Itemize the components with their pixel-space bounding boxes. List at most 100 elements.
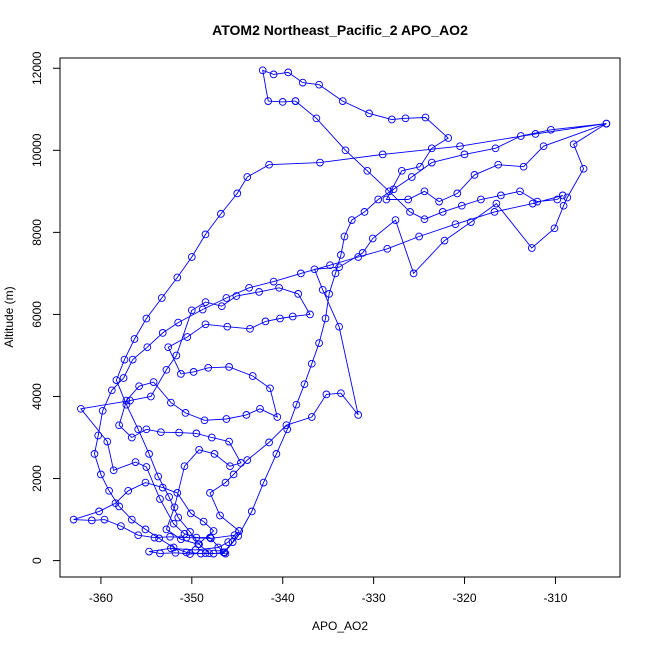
- data-point-3-24: [269, 277, 278, 286]
- data-point-1-40: [207, 433, 216, 442]
- data-point-3-35: [94, 431, 103, 440]
- data-point-3-28: [174, 318, 183, 327]
- data-point-3-16: [528, 199, 537, 208]
- data-point-1-79: [172, 351, 181, 360]
- data-point-2-53: [258, 66, 267, 75]
- data-point-1-17: [117, 522, 125, 530]
- data-point-3-22: [326, 261, 334, 270]
- data-point-3-17: [490, 208, 499, 216]
- data-point-1-18: [100, 515, 109, 524]
- data-point-4-10: [315, 339, 323, 347]
- data-point-1-27: [187, 509, 195, 518]
- data-point-1-19: [87, 516, 96, 525]
- data-point-2-19: [391, 216, 400, 224]
- data-point-4-19: [389, 185, 398, 194]
- data-point-2-9: [307, 413, 316, 421]
- data-point-2-41: [416, 162, 424, 171]
- data-point-1-78: [187, 306, 196, 315]
- x-tick-label: -360: [89, 591, 113, 605]
- data-point-1-48: [135, 382, 143, 391]
- data-point-4-50: [195, 540, 203, 549]
- data-point-4-37: [173, 273, 182, 282]
- series-line-2: [209, 69, 607, 532]
- data-point-1-31: [177, 535, 185, 544]
- data-point-4-42: [112, 376, 121, 384]
- data-point-1-49: [149, 378, 158, 386]
- data-point-3-9: [457, 201, 466, 210]
- x-axis: -360 -350 -340 -330 -320 -310: [89, 576, 568, 605]
- y-axis-label: Altitude (m): [2, 286, 16, 347]
- data-point-1-33: [170, 503, 179, 512]
- x-tick-label: -330: [362, 591, 386, 605]
- data-point-4-6: [283, 425, 292, 434]
- data-point-4-16: [347, 216, 356, 224]
- data-point-4-47: [165, 493, 173, 501]
- data-point-1-36: [210, 450, 219, 458]
- data-point-3-13: [533, 197, 542, 206]
- data-point-1-50: [167, 398, 175, 407]
- data-point-2-22: [467, 218, 475, 226]
- series-line-3: [94, 100, 563, 555]
- data-point-1-43: [157, 428, 165, 437]
- data-point-1-85: [109, 466, 118, 475]
- data-point-1-52: [200, 416, 209, 425]
- x-tick-label: -320: [453, 591, 477, 605]
- data-point-4-33: [233, 189, 242, 198]
- data-point-4-43: [122, 400, 131, 409]
- data-point-1-83: [77, 404, 85, 413]
- data-point-4-14: [337, 251, 345, 259]
- data-point-4-22: [460, 150, 469, 159]
- data-point-1-81: [147, 392, 155, 401]
- data-point-3-4: [363, 166, 372, 175]
- data-point-1-56: [273, 413, 282, 421]
- data-point-4-7: [292, 400, 301, 409]
- data-point-2-10: [322, 390, 331, 399]
- data-point-2-39: [382, 195, 391, 204]
- data-point-2-7: [265, 438, 273, 447]
- data-point-1-58: [248, 372, 257, 380]
- data-point-3-32: [119, 374, 128, 382]
- data-point-3-39: [115, 502, 123, 511]
- data-point-1-59: [225, 363, 233, 371]
- data-point-1-39: [225, 437, 233, 446]
- data-point-1-67: [246, 324, 254, 333]
- y-tick-label: 0: [30, 557, 44, 564]
- x-tick-label: -350: [180, 591, 204, 605]
- data-point-4-2: [234, 532, 243, 540]
- data-point-1-2: [201, 549, 210, 558]
- data-point-1-4: [171, 548, 180, 557]
- data-point-1-62: [177, 370, 185, 378]
- data-point-2-52: [269, 70, 278, 79]
- data-point-3-38: [105, 486, 113, 495]
- data-point-4-28: [456, 142, 464, 151]
- y-tick-label: 10000: [30, 133, 44, 167]
- data-point-1-25: [158, 483, 167, 492]
- data-point-3-45: [197, 549, 205, 558]
- data-point-4-51: [205, 549, 213, 558]
- data-point-2-3: [206, 489, 214, 497]
- data-point-2-12: [354, 411, 363, 419]
- data-point-1-38: [237, 459, 245, 467]
- data-point-3-31: [128, 355, 137, 364]
- y-tick-label: 4000: [30, 383, 44, 410]
- data-point-2-29: [569, 140, 578, 149]
- data-point-3-6: [406, 208, 414, 216]
- y-tick-label: 8000: [30, 219, 44, 246]
- data-point-2-8: [282, 421, 291, 430]
- data-point-2-45: [401, 114, 410, 123]
- data-point-2-18: [368, 234, 377, 243]
- data-point-1-51: [181, 409, 190, 417]
- data-point-1-35: [195, 445, 203, 454]
- chart-title: ATOM2 Northeast_Pacific_2 APO_AO2: [212, 22, 468, 38]
- data-point-3-5: [385, 187, 393, 196]
- data-point-4-40: [130, 335, 139, 343]
- data-point-1-92: [206, 533, 214, 542]
- data-point-3-37: [97, 470, 105, 479]
- data-point-2-49: [315, 80, 323, 89]
- data-point-3-27: [198, 305, 207, 314]
- data-point-1-61: [189, 368, 198, 376]
- data-point-2-24: [527, 244, 536, 252]
- y-axis: 0 2000 4000 6000 8000 10000 12000: [30, 51, 61, 564]
- data-point-3-14: [553, 195, 562, 204]
- data-point-4-23: [491, 144, 500, 153]
